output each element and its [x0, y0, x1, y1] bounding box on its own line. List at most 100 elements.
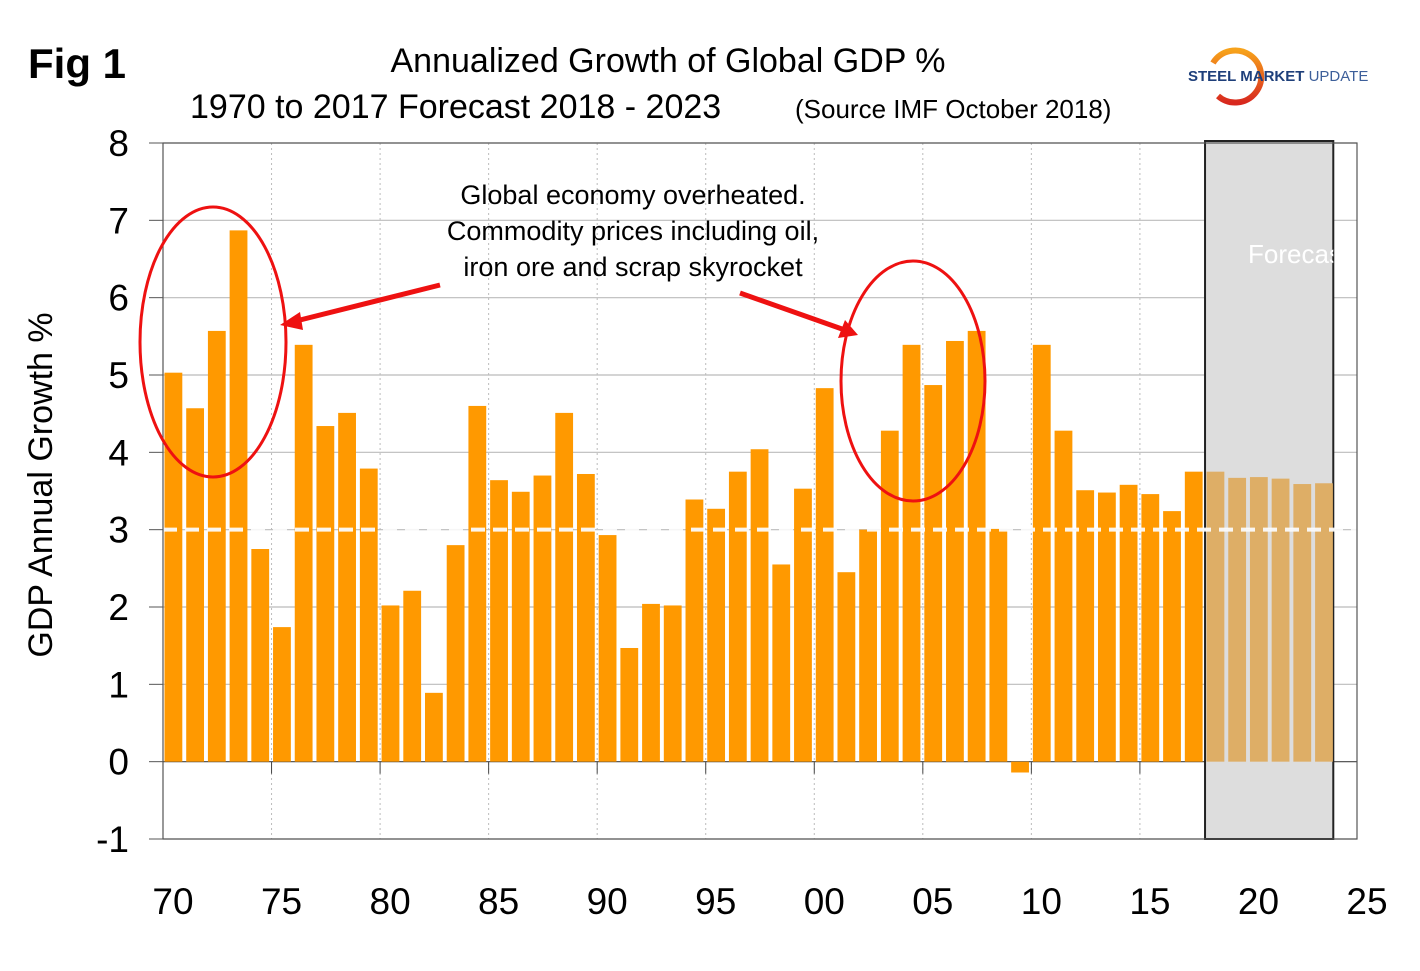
bar-2019 — [1228, 477, 1247, 762]
bar-2008 — [989, 528, 1008, 762]
bar-1992 — [642, 603, 660, 762]
arrow-left — [295, 282, 441, 324]
x-tick-label: 90 — [587, 881, 628, 922]
bar-2016 — [1163, 511, 1181, 762]
bar-1996 — [728, 471, 747, 762]
plot-frame — [162, 142, 1358, 840]
highlight-ellipse-2000s — [839, 259, 987, 503]
forecast-region — [1204, 140, 1335, 840]
bar-1973 — [229, 230, 248, 762]
y-tick-label: 7 — [108, 200, 129, 241]
y-tick-label: 6 — [108, 278, 129, 319]
bar-1982 — [425, 692, 443, 762]
bar-2013 — [1097, 492, 1116, 762]
bar-1984 — [468, 405, 487, 762]
bar-1972 — [207, 330, 226, 762]
bar-2014 — [1119, 484, 1138, 762]
bar-1994 — [685, 499, 704, 762]
annotation-line-3: iron ore and scrap skyrocket — [463, 252, 803, 282]
bar-1985 — [490, 480, 508, 762]
chart-subtitle: 1970 to 2017 Forecast 2018 - 2023 — [190, 88, 721, 126]
y-tick-label: 2 — [108, 587, 129, 628]
arrow-right-head — [838, 320, 858, 338]
bar-1975 — [273, 627, 291, 762]
bar-2022 — [1293, 484, 1312, 762]
figure-label: Fig 1 — [28, 40, 126, 87]
bar-1970 — [164, 372, 183, 762]
highlight-ellipse-1970s — [138, 205, 288, 479]
bar-2005 — [924, 385, 943, 762]
logo: STEEL MARKET UPDATE — [1188, 47, 1368, 106]
bar-1980 — [381, 605, 400, 762]
bar-1978 — [338, 412, 356, 762]
bar-2001 — [837, 572, 856, 762]
bar-1979 — [359, 468, 378, 762]
bar-1974 — [251, 549, 270, 762]
bar-2015 — [1141, 494, 1160, 762]
y-tick-label: 8 — [108, 123, 129, 164]
bar-2010 — [1032, 344, 1051, 762]
x-tick-label: 15 — [1129, 881, 1170, 922]
bar-2012 — [1076, 490, 1095, 762]
annotation-line-1: Global economy overheated. — [460, 180, 805, 210]
y-tick-label: 3 — [108, 510, 129, 551]
bar-2007 — [967, 330, 986, 762]
y-tick-label: -1 — [96, 819, 129, 860]
x-tick-label: 10 — [1021, 881, 1062, 922]
bar-1976 — [294, 344, 313, 762]
bar-1988 — [555, 412, 574, 762]
bar-1998 — [772, 564, 791, 762]
bar-2009 — [1011, 761, 1029, 773]
bar-2018 — [1206, 471, 1225, 762]
bars — [164, 230, 1333, 773]
bar-1997 — [750, 449, 769, 762]
bar-1991 — [620, 647, 639, 762]
annotation: Global economy overheated. Commodity pri… — [138, 180, 987, 503]
bar-1987 — [533, 475, 552, 762]
bar-2000 — [815, 388, 834, 762]
x-tick-label: 75 — [261, 881, 302, 922]
x-tick-label: 95 — [695, 881, 736, 922]
bar-2020 — [1249, 477, 1268, 762]
bar-2003 — [880, 430, 899, 762]
bar-1981 — [403, 590, 422, 762]
bar-2004 — [902, 344, 921, 762]
bar-1999 — [794, 488, 812, 762]
annotation-line-2: Commodity prices including oil, — [447, 216, 819, 246]
chart-source: (Source IMF October 2018) — [795, 94, 1111, 124]
axes — [149, 142, 1358, 840]
x-tick-label: 85 — [478, 881, 519, 922]
y-axis-label: GDP Annual Growth % — [22, 312, 60, 657]
y-tick-label: 1 — [108, 664, 129, 705]
x-tick-label: 80 — [370, 881, 411, 922]
bar-2006 — [946, 340, 964, 762]
arrow-left-head — [280, 312, 303, 330]
y-tick-label: 0 — [108, 742, 129, 783]
bar-1990 — [598, 535, 617, 762]
bar-1995 — [707, 508, 726, 762]
bar-2023 — [1315, 483, 1333, 762]
x-tick-label: 25 — [1346, 881, 1387, 922]
bar-2011 — [1054, 430, 1073, 762]
bar-1971 — [186, 408, 205, 762]
x-tick-label: 00 — [804, 881, 845, 922]
bar-2017 — [1184, 471, 1203, 762]
bar-1977 — [316, 426, 335, 762]
bar-1989 — [576, 473, 595, 762]
x-tick-label: 05 — [912, 881, 953, 922]
x-tick-label: 20 — [1238, 881, 1279, 922]
bar-2021 — [1271, 478, 1290, 762]
tick-labels: -1 0 1 2 3 4 5 6 7 8 70 75 80 85 90 95 00 05 10 15 20 25 — [96, 123, 1387, 922]
bar-1983 — [446, 545, 465, 762]
bar-2002 — [859, 529, 877, 762]
chart-title: Annualized Growth of Global GDP % — [391, 42, 946, 80]
forecast-label: Forecast — [1248, 239, 1350, 269]
bar-1993 — [663, 605, 682, 762]
y-tick-label: 4 — [108, 432, 129, 473]
arrow-right — [739, 290, 843, 332]
x-tick-label: 70 — [152, 881, 193, 922]
bar-1986 — [511, 491, 530, 762]
svg-text:STEEL MARKET UPDATE: STEEL MARKET UPDATE — [1188, 68, 1368, 85]
